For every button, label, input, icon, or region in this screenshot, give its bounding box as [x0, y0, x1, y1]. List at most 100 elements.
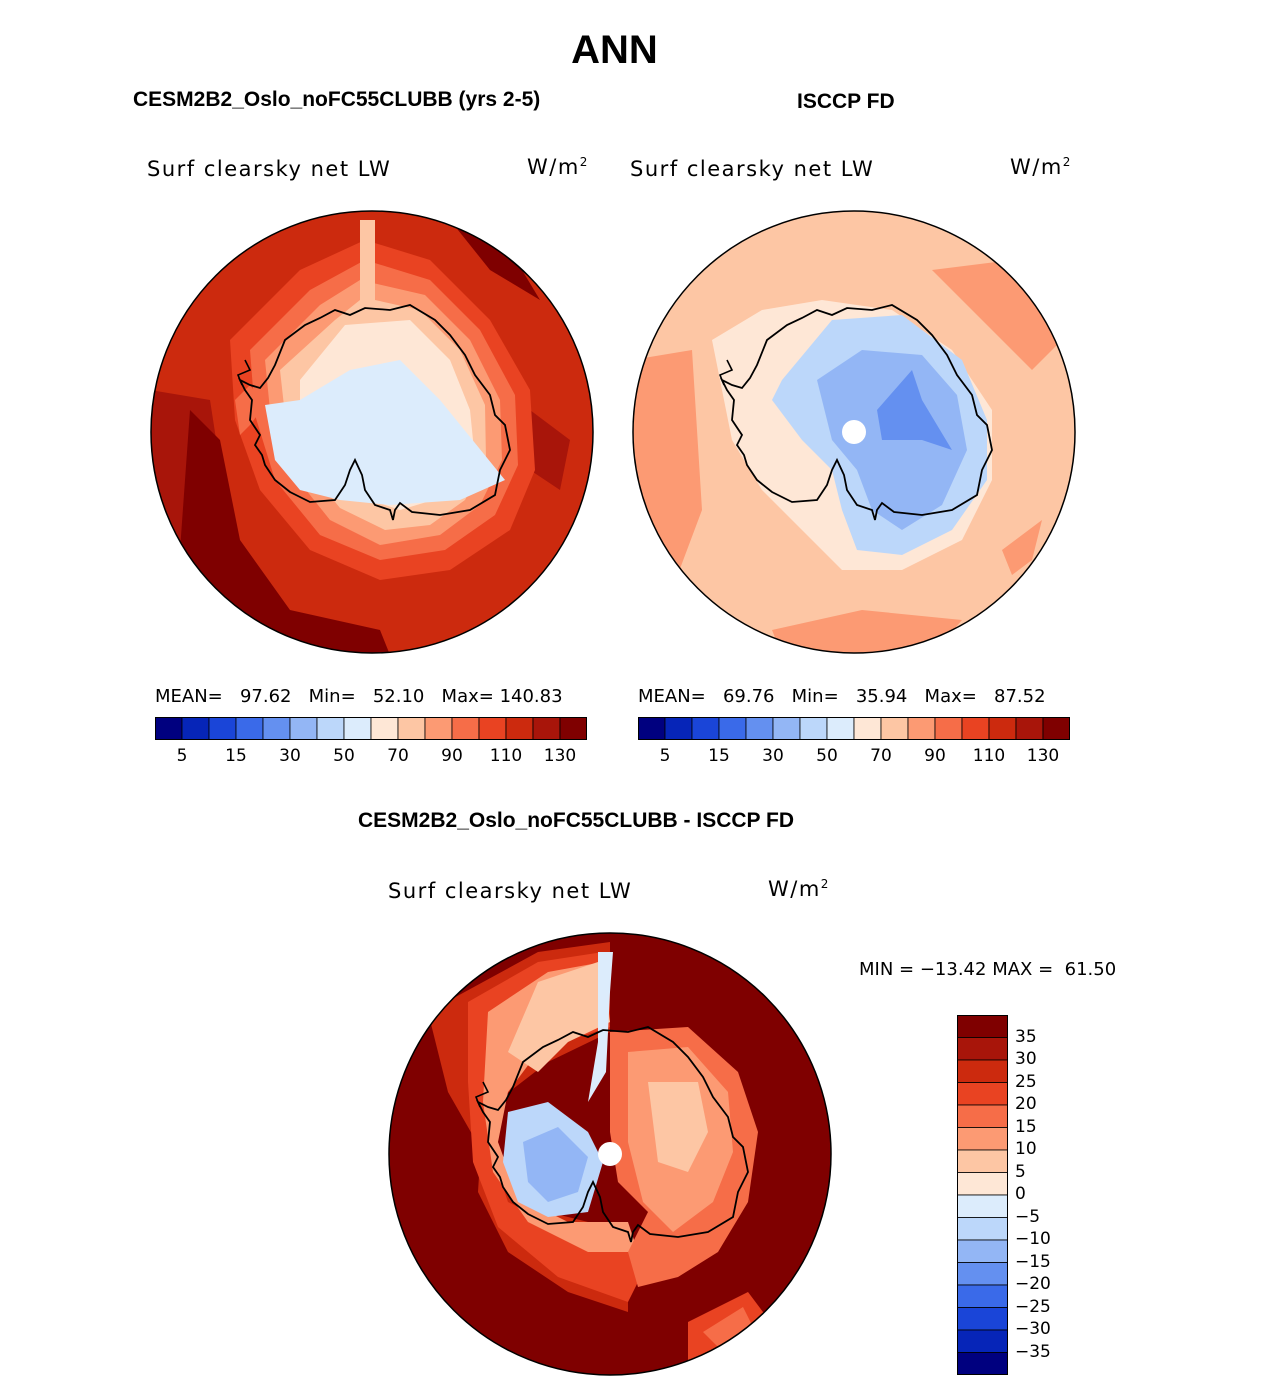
- colorbar-tick-label: 50: [816, 746, 838, 766]
- page-title: ANN: [571, 28, 658, 72]
- colorbar-swatch: [316, 717, 345, 740]
- obs-variable-label: Surf clearsky net LW: [630, 157, 875, 181]
- colorbar-tick-label: 30: [279, 746, 301, 766]
- colorbar-swatch: [664, 717, 693, 740]
- colorbar-tick-label: −30: [1015, 1319, 1051, 1339]
- colorbar-swatch: [235, 717, 264, 740]
- colorbar-tick-label: −25: [1015, 1296, 1051, 1317]
- map-region-warm-se: [1002, 520, 1042, 575]
- obs-units-label: W/m2: [1010, 155, 1072, 179]
- colorbar-tick-label: 15: [1015, 1116, 1037, 1137]
- colorbar-outline: [155, 717, 587, 740]
- map-border: [388, 932, 832, 1376]
- antarctica-coastline: [719, 304, 993, 521]
- peninsula-coastline: [474, 1081, 490, 1108]
- difference-units-label: W/m2: [768, 877, 830, 901]
- map-border: [632, 210, 1076, 654]
- colorbar-swatch: [826, 717, 855, 740]
- colorbar-swatch: [451, 717, 480, 740]
- colorbar-swatch: [961, 717, 990, 740]
- map-region-warm-ne: [932, 260, 1062, 370]
- map-region-max-ne: [450, 220, 540, 300]
- colorbar-tick-label: 5: [1015, 1161, 1026, 1182]
- obs-polar-map: [632, 210, 1076, 654]
- colorbar-swatch: [1015, 717, 1044, 740]
- colorbar-swatch: [957, 1307, 1008, 1331]
- colorbar-tick-label: 90: [924, 746, 946, 766]
- obs-panel-title: ISCCP FD: [797, 90, 895, 113]
- map-region-cooler: [523, 1127, 588, 1202]
- colorbar-tick-label: 35: [1015, 1026, 1037, 1047]
- colorbar-swatch: [208, 717, 237, 740]
- colorbar-swatch: [957, 1015, 1008, 1038]
- colorbar-swatch: [289, 717, 318, 740]
- peninsula-coastline: [236, 359, 252, 386]
- pole-missing-data: [598, 1142, 622, 1166]
- colorbar-swatch: [957, 1217, 1008, 1241]
- colorbar-tick-label: 130: [543, 746, 577, 766]
- colorbar-swatch: [181, 717, 210, 740]
- colorbar-tick-label: −20: [1015, 1274, 1051, 1294]
- colorbar-swatch: [559, 717, 587, 740]
- colorbar-tick-label: 10: [1015, 1139, 1037, 1159]
- model-panel-title: CESM2B2_Oslo_noFC55CLUBB (yrs 2-5): [133, 88, 541, 111]
- antarctica-coastline: [475, 1026, 749, 1243]
- colorbar-swatch: [718, 717, 747, 740]
- difference-polar-map: [388, 932, 832, 1376]
- colorbar-tick-label: 20: [1015, 1094, 1037, 1114]
- colorbar-swatch: [155, 717, 183, 740]
- colorbar-tick-label: −10: [1015, 1229, 1051, 1249]
- model-variable-label: Surf clearsky net LW: [147, 157, 392, 181]
- colorbar-tick-label: 30: [1015, 1049, 1037, 1069]
- colorbar-swatch: [957, 1194, 1008, 1218]
- colorbar-tick-label: 70: [387, 746, 409, 766]
- map-region-high-e: [530, 410, 570, 490]
- map-region-max: [180, 410, 390, 653]
- pole-missing-data: [842, 420, 866, 444]
- colorbar-swatch: [988, 717, 1017, 740]
- colorbar-swatch: [853, 717, 882, 740]
- obs-stats: MEAN= 69.76 Min= 35.94 Max= 87.52: [638, 686, 1046, 707]
- colorbar-tick-label: 90: [441, 746, 463, 766]
- colorbar-outline: [957, 1015, 1008, 1375]
- colorbar-swatch: [957, 1284, 1008, 1308]
- colorbar-swatch: [343, 717, 372, 740]
- colorbar-swatch: [505, 717, 534, 740]
- obs-colorbar: [638, 717, 1070, 740]
- colorbar-tick-label: 5: [659, 746, 671, 766]
- map-ring-4: [508, 962, 610, 1072]
- model-stats: MEAN= 97.62 Min= 52.10 Max= 140.83: [155, 686, 563, 707]
- colorbar-swatch: [934, 717, 963, 740]
- colorbar-tick-label: 110: [489, 746, 523, 766]
- colorbar-swatch: [478, 717, 507, 740]
- colorbar-outline: [638, 717, 1070, 740]
- colorbar-tick-label: 15: [225, 746, 247, 766]
- colorbar-tick-label: −5: [1015, 1206, 1041, 1227]
- colorbar-tick-label: 110: [972, 746, 1006, 766]
- map-border: [150, 210, 594, 654]
- difference-variable-label: Surf clearsky net LW: [388, 879, 633, 903]
- antarctica-coastline: [237, 304, 511, 521]
- colorbar-swatch: [424, 717, 453, 740]
- model-units-label: W/m2: [527, 155, 589, 179]
- colorbar-tick-label: 70: [870, 746, 892, 766]
- colorbar-tick-label: −35: [1015, 1341, 1051, 1362]
- colorbar-swatch: [957, 1104, 1008, 1128]
- colorbar-swatch: [880, 717, 909, 740]
- map-peninsula-shade: [235, 385, 265, 435]
- colorbar-swatch: [957, 1262, 1008, 1286]
- colorbar-swatch: [957, 1352, 1008, 1375]
- colorbar-swatch: [957, 1059, 1008, 1083]
- colorbar-swatch: [957, 1172, 1008, 1196]
- colorbar-tick-label: 30: [762, 746, 784, 766]
- map-ice-region: [265, 360, 505, 505]
- colorbar-swatch: [957, 1037, 1008, 1061]
- colorbar-swatch: [957, 1082, 1008, 1106]
- difference-colorbar: [957, 1015, 1008, 1375]
- colorbar-tick-label: 25: [1015, 1071, 1037, 1092]
- colorbar-swatch: [957, 1329, 1008, 1353]
- colorbar-swatch: [638, 717, 666, 740]
- colorbar-tick-label: −15: [1015, 1251, 1051, 1272]
- colorbar-swatch: [370, 717, 399, 740]
- difference-title: CESM2B2_Oslo_noFC55CLUBB - ISCCP FD: [358, 809, 795, 832]
